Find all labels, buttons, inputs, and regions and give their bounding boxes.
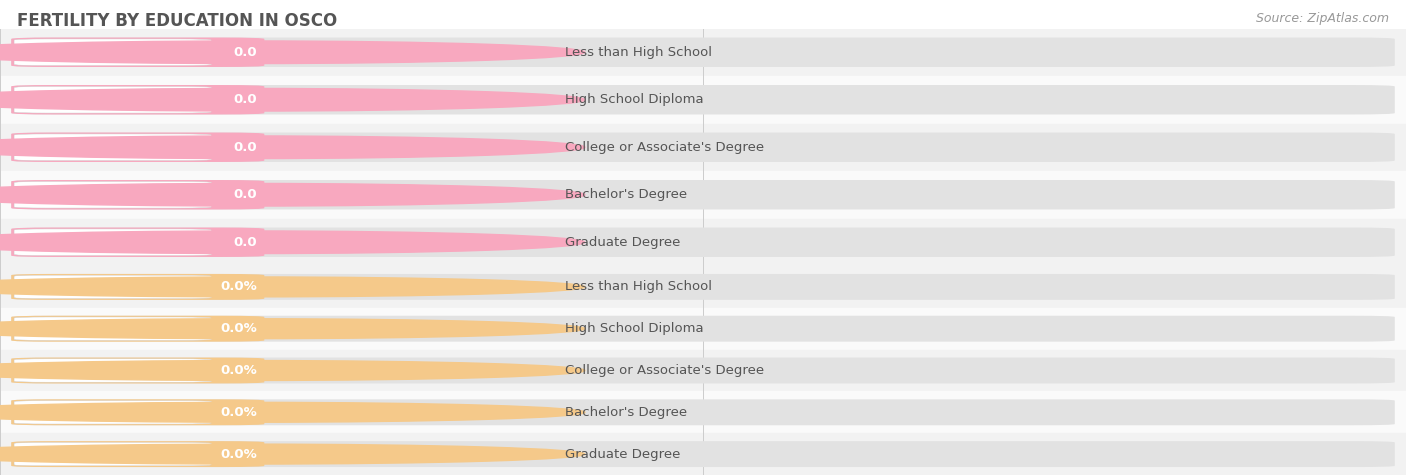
Text: FERTILITY BY EDUCATION IN OSCO: FERTILITY BY EDUCATION IN OSCO bbox=[17, 12, 337, 30]
FancyBboxPatch shape bbox=[11, 38, 264, 67]
Bar bbox=[0, 266, 1406, 308]
Text: Graduate Degree: Graduate Degree bbox=[565, 236, 681, 249]
FancyBboxPatch shape bbox=[11, 441, 264, 467]
FancyBboxPatch shape bbox=[14, 86, 211, 113]
Text: 0.0%: 0.0% bbox=[221, 447, 257, 461]
Text: 0.0%: 0.0% bbox=[221, 322, 257, 335]
Text: College or Associate's Degree: College or Associate's Degree bbox=[565, 364, 765, 377]
FancyBboxPatch shape bbox=[14, 134, 211, 161]
Text: 0.0: 0.0 bbox=[233, 141, 257, 154]
Circle shape bbox=[0, 444, 585, 464]
Bar bbox=[0, 308, 1406, 350]
Text: 0.0: 0.0 bbox=[233, 46, 257, 59]
Text: College or Associate's Degree: College or Associate's Degree bbox=[565, 141, 765, 154]
Text: 0.0: 0.0 bbox=[233, 93, 257, 106]
Circle shape bbox=[0, 136, 585, 159]
FancyBboxPatch shape bbox=[11, 38, 1395, 67]
FancyBboxPatch shape bbox=[11, 228, 264, 257]
Text: 0.0%: 0.0% bbox=[221, 280, 257, 294]
Circle shape bbox=[0, 231, 585, 254]
Text: Bachelor's Degree: Bachelor's Degree bbox=[565, 188, 688, 201]
Bar bbox=[0, 124, 1406, 171]
Text: High School Diploma: High School Diploma bbox=[565, 322, 704, 335]
FancyBboxPatch shape bbox=[14, 39, 211, 66]
Bar bbox=[0, 28, 1406, 76]
Bar bbox=[0, 76, 1406, 124]
Text: Graduate Degree: Graduate Degree bbox=[565, 447, 681, 461]
Bar bbox=[0, 171, 1406, 218]
Circle shape bbox=[0, 88, 585, 111]
FancyBboxPatch shape bbox=[11, 180, 264, 209]
FancyBboxPatch shape bbox=[11, 85, 1395, 114]
FancyBboxPatch shape bbox=[11, 85, 264, 114]
FancyBboxPatch shape bbox=[11, 399, 264, 425]
FancyBboxPatch shape bbox=[14, 181, 211, 208]
Text: Less than High School: Less than High School bbox=[565, 280, 713, 294]
Text: 0.0: 0.0 bbox=[233, 236, 257, 249]
Text: Bachelor's Degree: Bachelor's Degree bbox=[565, 406, 688, 419]
FancyBboxPatch shape bbox=[11, 358, 264, 383]
FancyBboxPatch shape bbox=[11, 399, 1395, 425]
FancyBboxPatch shape bbox=[11, 316, 1395, 342]
FancyBboxPatch shape bbox=[11, 180, 1395, 209]
Bar bbox=[0, 391, 1406, 433]
FancyBboxPatch shape bbox=[14, 317, 211, 341]
Circle shape bbox=[0, 277, 585, 297]
FancyBboxPatch shape bbox=[14, 400, 211, 424]
Bar bbox=[0, 433, 1406, 475]
Bar bbox=[0, 218, 1406, 266]
Bar bbox=[0, 350, 1406, 391]
Circle shape bbox=[0, 319, 585, 339]
Text: 0.0: 0.0 bbox=[233, 188, 257, 201]
FancyBboxPatch shape bbox=[11, 228, 1395, 257]
FancyBboxPatch shape bbox=[11, 441, 1395, 467]
Text: 0.0%: 0.0% bbox=[221, 406, 257, 419]
FancyBboxPatch shape bbox=[14, 442, 211, 466]
Text: 0.0%: 0.0% bbox=[221, 364, 257, 377]
Circle shape bbox=[0, 183, 585, 206]
Text: Source: ZipAtlas.com: Source: ZipAtlas.com bbox=[1256, 12, 1389, 25]
FancyBboxPatch shape bbox=[14, 359, 211, 382]
FancyBboxPatch shape bbox=[11, 274, 264, 300]
FancyBboxPatch shape bbox=[11, 133, 264, 162]
Circle shape bbox=[0, 361, 585, 380]
FancyBboxPatch shape bbox=[11, 316, 264, 342]
Text: Less than High School: Less than High School bbox=[565, 46, 713, 59]
Circle shape bbox=[0, 41, 585, 64]
Circle shape bbox=[0, 402, 585, 422]
FancyBboxPatch shape bbox=[14, 275, 211, 299]
FancyBboxPatch shape bbox=[11, 133, 1395, 162]
Text: High School Diploma: High School Diploma bbox=[565, 93, 704, 106]
FancyBboxPatch shape bbox=[11, 274, 1395, 300]
FancyBboxPatch shape bbox=[14, 229, 211, 256]
FancyBboxPatch shape bbox=[11, 358, 1395, 383]
